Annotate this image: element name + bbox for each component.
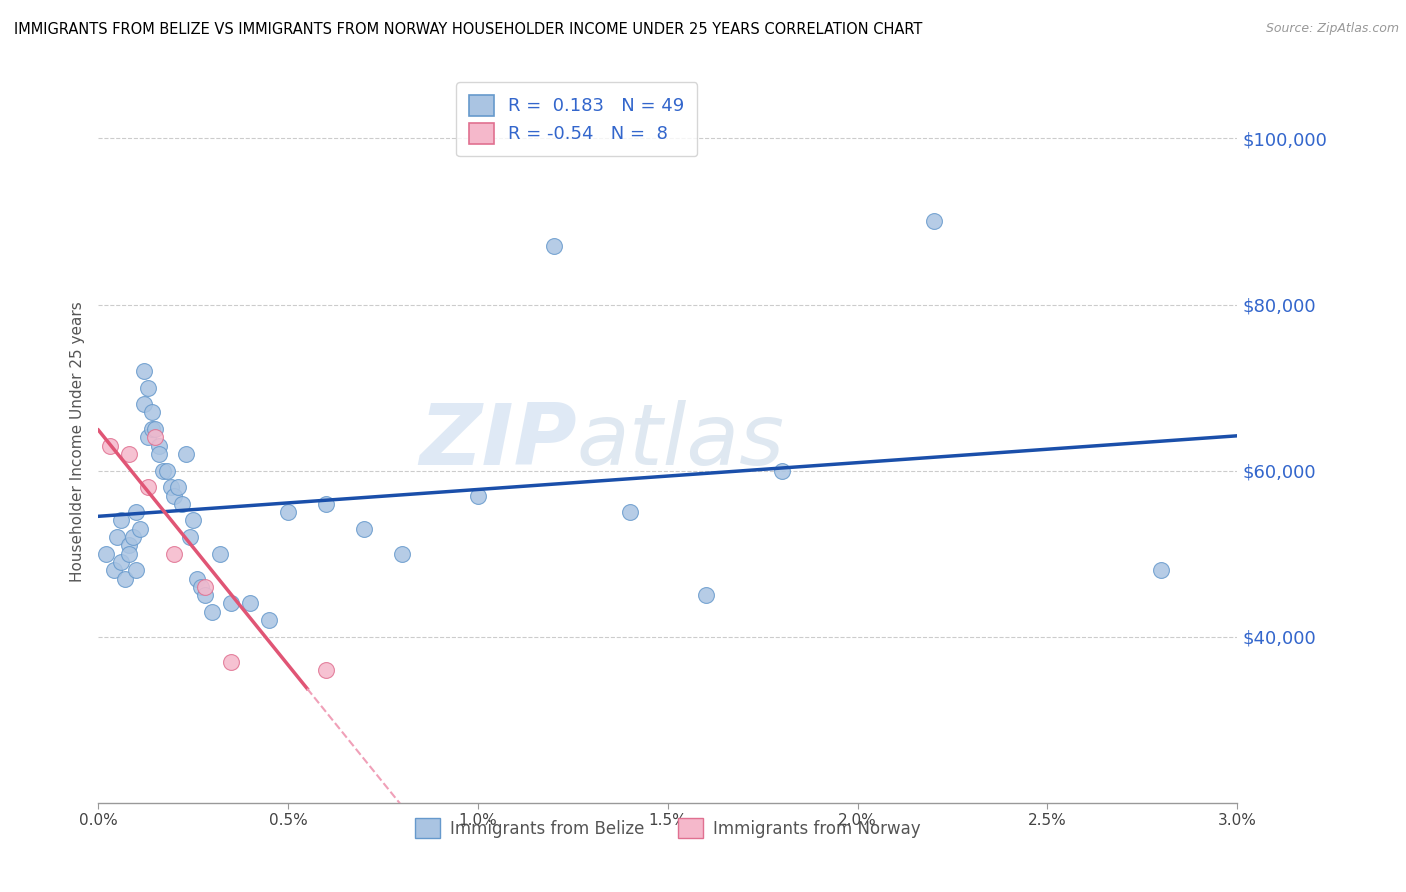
Y-axis label: Householder Income Under 25 years: Householder Income Under 25 years (69, 301, 84, 582)
Point (129, 522, 152, 536)
Point (922, 214, 945, 228)
Point (141, 422, 163, 436)
Point (277, 505, 299, 519)
Point (145, 422, 167, 436)
Point (167, 480, 190, 494)
Point (132, 397, 155, 411)
Point (145, 430, 167, 444)
Point (125, 563, 148, 577)
Point (208, 547, 231, 561)
Point (259, 613, 281, 627)
Point (619, 505, 641, 519)
Point (136, 380, 159, 394)
Point (1150, 563, 1173, 577)
Point (221, 655, 243, 669)
Point (543, 239, 565, 253)
Point (110, 555, 132, 569)
Point (467, 489, 489, 503)
Text: Source: ZipAtlas.com: Source: ZipAtlas.com (1265, 22, 1399, 36)
Point (107, 530, 129, 544)
Point (136, 430, 159, 444)
Point (201, 605, 224, 619)
Point (125, 505, 148, 519)
Point (170, 497, 193, 511)
Point (239, 597, 262, 611)
Point (132, 364, 155, 378)
Point (221, 597, 243, 611)
Point (94, 547, 117, 561)
Text: ZIP: ZIP (419, 400, 576, 483)
Point (118, 538, 141, 552)
Point (194, 588, 217, 602)
Point (118, 547, 141, 561)
Point (141, 405, 163, 419)
Point (152, 464, 174, 478)
Point (136, 480, 159, 494)
Point (315, 497, 337, 511)
Point (315, 663, 337, 677)
Point (103, 563, 125, 577)
Point (156, 464, 179, 478)
Point (353, 522, 375, 536)
Point (159, 480, 181, 494)
Point (194, 580, 217, 594)
Point (163, 547, 186, 561)
Point (148, 439, 170, 453)
Point (190, 580, 212, 594)
Point (186, 572, 208, 586)
Text: IMMIGRANTS FROM BELIZE VS IMMIGRANTS FROM NORWAY HOUSEHOLDER INCOME UNDER 25 YEA: IMMIGRANTS FROM BELIZE VS IMMIGRANTS FRO… (14, 22, 922, 37)
Point (770, 464, 793, 478)
Point (148, 447, 170, 461)
Point (110, 513, 132, 527)
Point (118, 447, 141, 461)
Point (114, 572, 136, 586)
Point (121, 530, 143, 544)
Point (179, 530, 201, 544)
Point (391, 547, 413, 561)
Point (163, 489, 186, 503)
Point (695, 588, 717, 602)
Legend: Immigrants from Belize, Immigrants from Norway: Immigrants from Belize, Immigrants from … (409, 812, 927, 845)
Point (183, 513, 205, 527)
Point (174, 447, 197, 461)
Text: atlas: atlas (576, 400, 785, 483)
Point (98, 439, 121, 453)
